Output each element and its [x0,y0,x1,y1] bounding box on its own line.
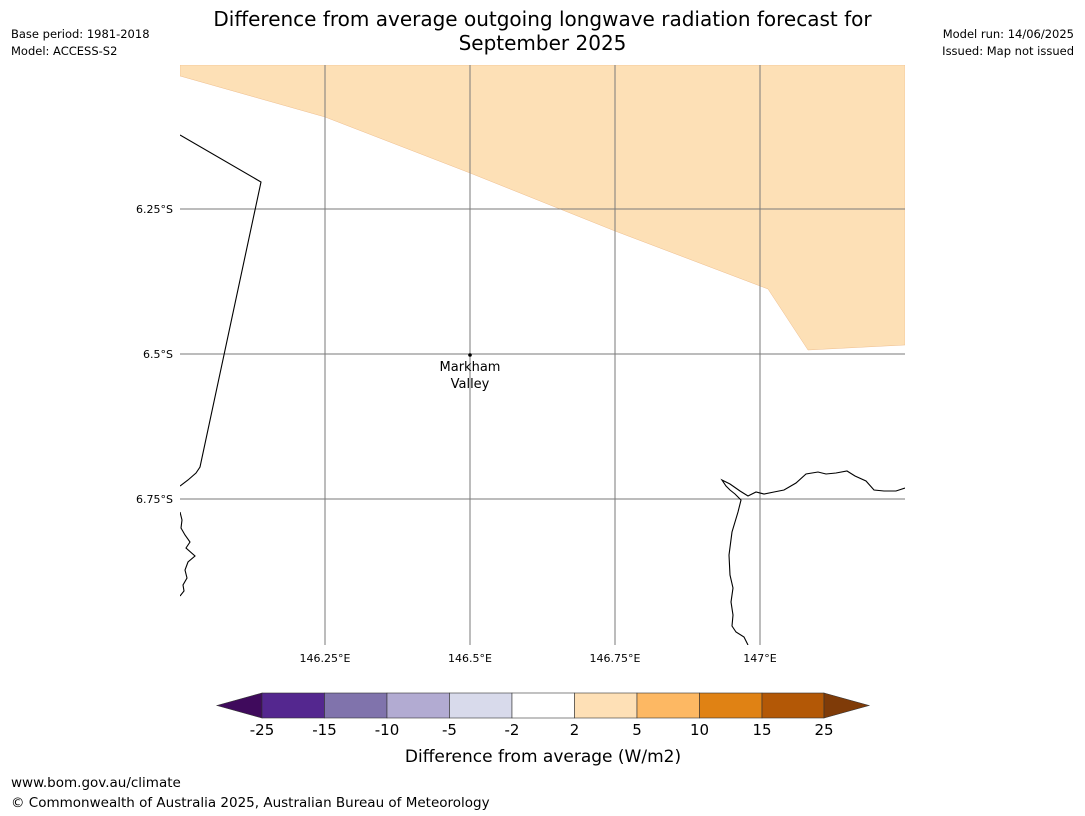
place-label-line-2: Valley [451,377,490,392]
lat-label-6-5: 6.5°S [143,348,173,361]
colorbar-extend-low [215,692,263,719]
title-line-2: September 2025 [458,31,627,55]
colorbar-bin-8 [699,692,763,719]
colorbar-tick-3: -5 [442,721,457,739]
colorbar-bin-3 [386,692,450,719]
footer-url: www.bom.gov.au/climate [11,775,181,791]
model-run-text: Model run: 14/06/2025 [942,27,1074,41]
colorbar-bin-6 [574,692,638,719]
colorbar-tick-2: -10 [375,721,400,739]
colorbar [215,692,871,719]
boundaries [180,134,905,645]
issued-text: Issued: Map not issued [942,44,1074,58]
colorbar-bin-7 [636,692,700,719]
coastline-east [720,470,905,645]
colorbar-tick-1: -15 [312,721,337,739]
colorbar-tick-7: 10 [690,721,709,739]
anomaly-region-2-to-5 [180,65,905,351]
colorbar-tick-4: -2 [505,721,520,739]
colorbar-tick-9: 25 [814,721,833,739]
colorbar-bin-2 [324,692,388,719]
markham-valley-marker [468,353,472,357]
colorbar-tick-0: -25 [250,721,275,739]
colorbar-bin-1 [261,692,325,719]
map-title: Difference from average outgoing longwav… [0,7,1085,55]
colorbar-bin-5 [511,692,575,719]
footer-copyright: © Commonwealth of Australia 2025, Austra… [11,795,490,811]
map-canvas: Markham Valley 6.25°S 6.5°S 6.75°S 146.2… [136,65,905,767]
metadata-left: Base period: 1981-2018 Model: ACCESS-S2 [11,26,150,60]
graticule [180,65,905,645]
colorbar-tick-5: 2 [570,721,580,739]
colorbar-extend-high [823,692,871,719]
colorbar-bin-9 [761,692,825,719]
colorbar-tick-6: 5 [632,721,642,739]
colorbar-tick-8: 15 [752,721,771,739]
lon-label-146-25: 146.25°E [300,652,351,665]
lon-label-146-75: 146.75°E [590,652,641,665]
metadata-right: Model run: 14/06/2025 Issued: Map not is… [942,26,1074,60]
base-period-text: Base period: 1981-2018 [11,27,150,41]
lon-label-146-5: 146.5°E [448,652,492,665]
colorbar-bin-4 [449,692,513,719]
lat-label-6-25: 6.25°S [136,203,173,216]
colorbar-title: Difference from average (W/m2) [405,747,681,767]
place-label-line-1: Markham [440,360,501,375]
lon-label-147: 147°E [743,652,776,665]
coastline-west [180,511,196,597]
title-line-1: Difference from average outgoing longwav… [213,7,872,31]
province-boundary [180,134,262,487]
lat-label-6-75: 6.75°S [136,493,173,506]
model-text: Model: ACCESS-S2 [11,44,118,58]
